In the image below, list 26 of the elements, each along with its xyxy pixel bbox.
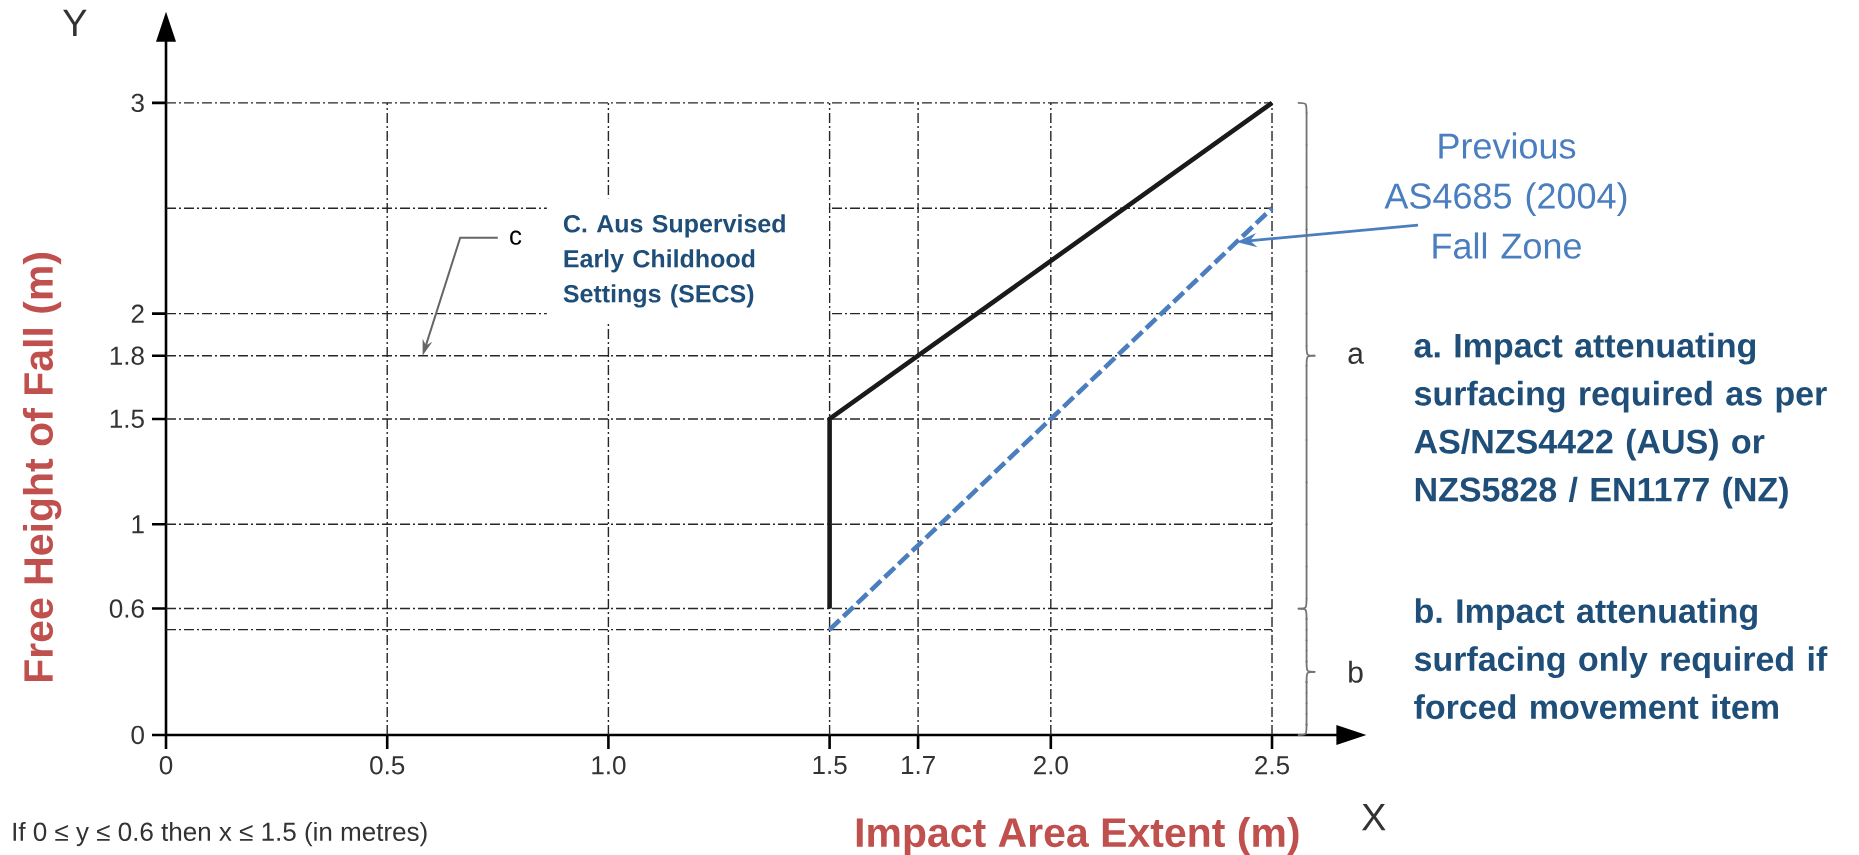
annotation: c [510, 230, 522, 245]
y-tick-label: 0 [131, 725, 144, 745]
text: b. Impact attenuating surfacing only required if forced movement item [1414, 598, 1828, 720]
text: X [1361, 804, 1386, 831]
x-tick-label: 1.0 [592, 756, 626, 775]
y-tick-label: 1 [132, 515, 144, 534]
x-tick-label: 1.7 [901, 756, 935, 774]
x-tick-label: 2.5 [1255, 756, 1289, 775]
text: a. Impact attenuating surfacing required as per AS/NZS4422 (AUS) or NZS5828 / EN1177 (NZ) [1414, 332, 1827, 509]
x-tick-label: 0 [159, 756, 173, 775]
y-tick-label: 1.8 [110, 346, 144, 365]
text: Y [63, 9, 87, 36]
y-tick-label: 0.6 [109, 599, 144, 618]
y-tick-label: 2 [131, 304, 144, 323]
annotation: C. Aus Supervised Early Childhood Settings (SECS) [563, 214, 785, 308]
x-axis-title: Impact Area Extent (m) [856, 817, 1299, 855]
x-tick-label: 0.5 [370, 756, 405, 775]
y-tick-label: 3 [131, 93, 144, 113]
text: a [1348, 347, 1364, 364]
y-tick-label: 1.5 [110, 409, 144, 428]
x-tick-label: 1.5 [813, 756, 847, 775]
x-tick-label: 2.0 [1034, 756, 1068, 775]
y-axis-title: Free Height of Fall (m) [22, 253, 62, 682]
text: b [1349, 660, 1363, 683]
text: If 0 ≤ y ≤ 0.6 then x ≤ 1.5 (in metres) [13, 821, 427, 847]
text: Previous AS4685 (2004) Fall Zone [1384, 132, 1627, 259]
